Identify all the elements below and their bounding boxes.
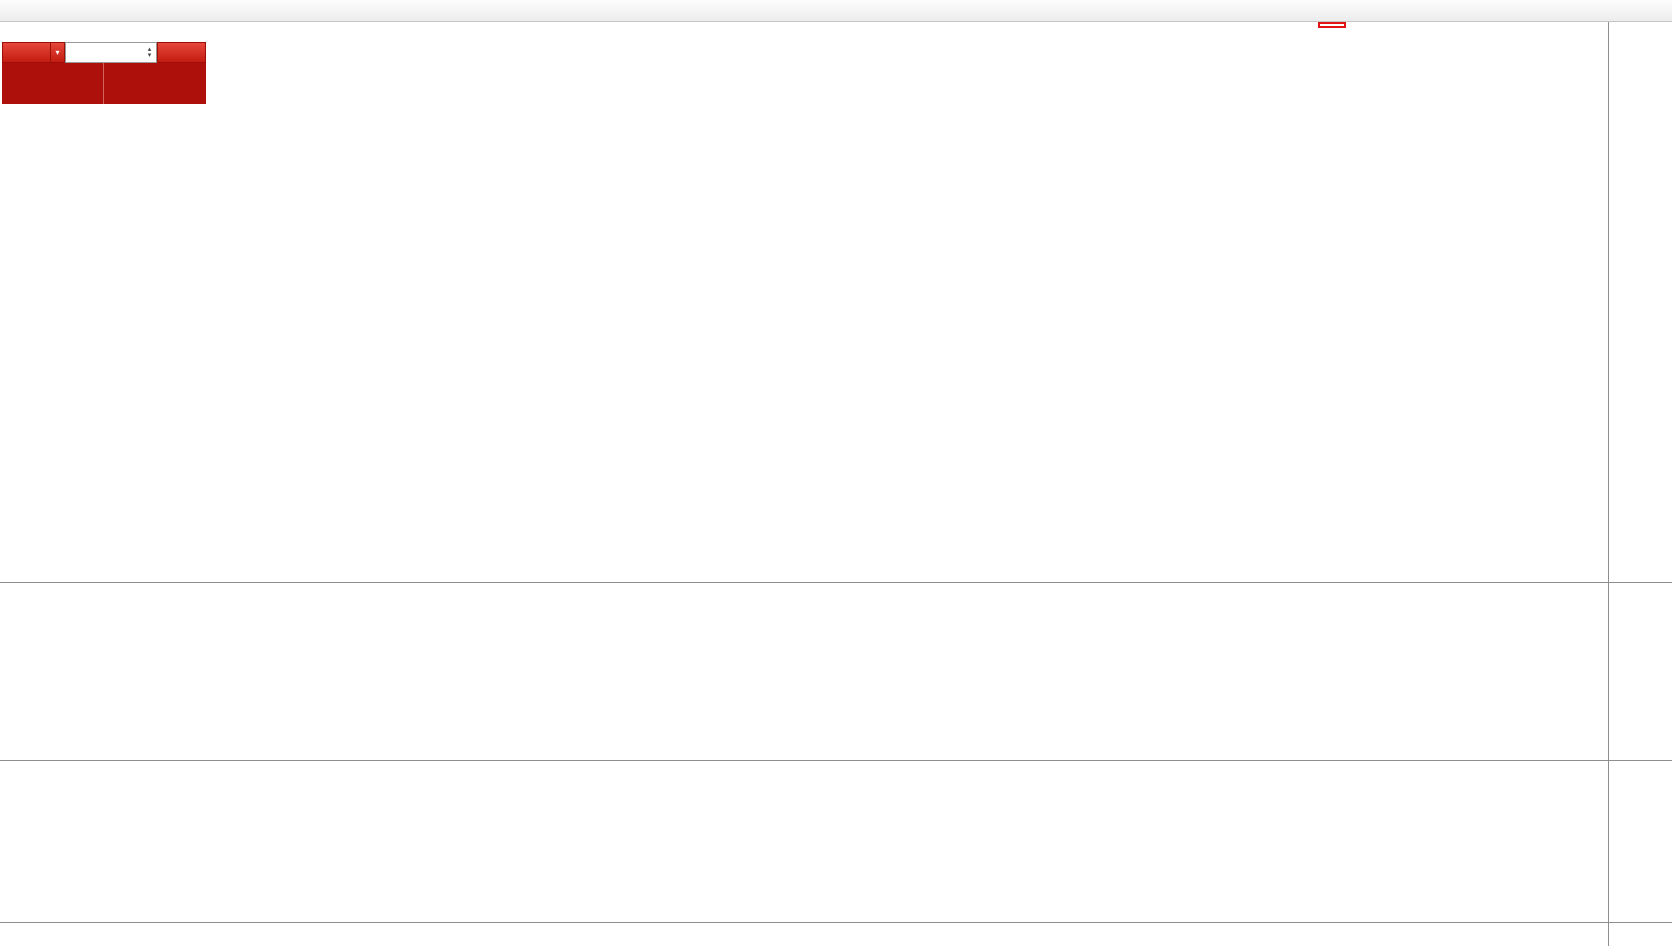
stepper-down-icon[interactable]: ▾ [147, 51, 152, 59]
key-level-price-label[interactable] [1318, 22, 1346, 28]
price-chart-panel: ▾ ▴ ▾ [0, 22, 1672, 583]
price-chart[interactable] [0, 22, 1608, 583]
main-toolbar [0, 0, 1672, 22]
rsi-chart[interactable] [0, 761, 1608, 923]
sell-button[interactable] [2, 42, 51, 63]
volume-stepper[interactable]: ▴ ▾ [143, 45, 156, 59]
volume-field[interactable]: ▴ ▾ [65, 42, 157, 63]
rsi-axis [1608, 761, 1672, 922]
macd-axis [1608, 583, 1672, 760]
buy-button[interactable] [157, 42, 206, 63]
axis-corner [1608, 923, 1672, 946]
date-axis[interactable] [0, 923, 1672, 946]
order-dropdown-button[interactable]: ▾ [51, 42, 65, 63]
sell-price[interactable] [2, 63, 104, 104]
price-axis [1608, 22, 1672, 582]
stepper-up-icon[interactable]: ▴ [147, 45, 152, 53]
one-click-trading-panel: ▾ ▴ ▾ [2, 42, 206, 104]
chevron-down-icon: ▾ [55, 48, 60, 57]
buy-price[interactable] [104, 63, 206, 104]
macd-chart[interactable] [0, 583, 1608, 761]
rsi-panel [0, 761, 1672, 923]
macd-panel [0, 583, 1672, 761]
